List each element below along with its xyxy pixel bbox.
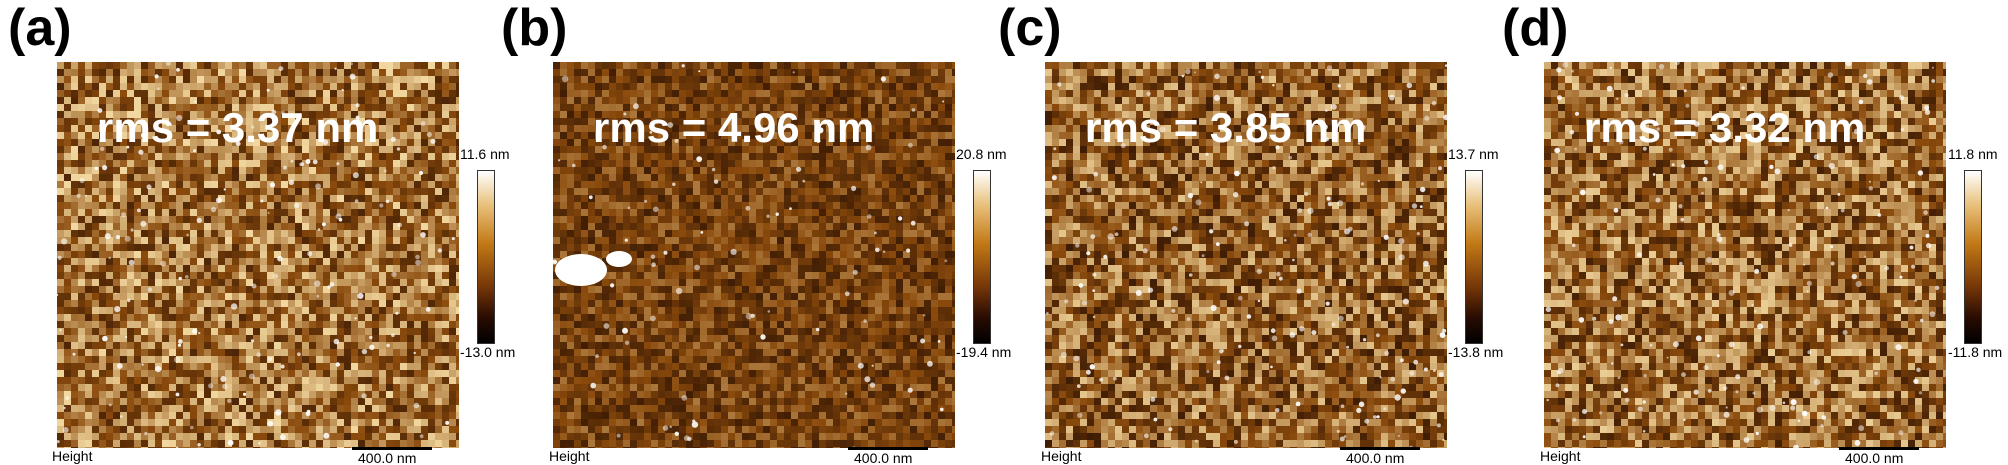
- scale-bar-label: 400.0 nm: [854, 450, 913, 465]
- scale-bar-label: 400.0 nm: [1346, 450, 1405, 465]
- channel-label: Height: [1540, 448, 1581, 464]
- afm-panel-b: (b) rms = 4.96 nm 20.8 nm -19.4 nm Heigh…: [493, 0, 1011, 465]
- rms-annotation: rms = 3.32 nm: [1584, 104, 1866, 151]
- height-colorbar: [1465, 170, 1483, 344]
- panel-label: (a): [8, 0, 72, 57]
- panel-label: (d): [1502, 0, 1569, 57]
- afm-height-image: rms = 3.37 nm: [57, 62, 459, 448]
- afm-panel-a: (a) rms = 3.37 nm 11.6 nm -13.0 nm Heigh…: [0, 0, 515, 465]
- colorbar-max-label: 13.7 nm: [1448, 146, 1499, 162]
- afm-texture: [57, 62, 459, 448]
- afm-panel-d: (d) rms = 3.32 nm 11.8 nm -11.8 nm Heigh…: [1494, 0, 2002, 465]
- colorbar-max-label: 20.8 nm: [956, 146, 1007, 162]
- panel-label: (c): [998, 0, 1062, 57]
- scale-bar: [1340, 447, 1420, 450]
- height-colorbar: [973, 170, 991, 344]
- rms-annotation: rms = 3.85 nm: [1085, 104, 1367, 151]
- afm-panel-c: (c) rms = 3.85 nm 13.7 nm -13.8 nm Heigh…: [990, 0, 1503, 465]
- rms-annotation: rms = 3.37 nm: [97, 104, 379, 151]
- scale-bar: [1839, 447, 1919, 450]
- colorbar-max-label: 11.8 nm: [1948, 146, 1998, 162]
- panel-label: (b): [501, 0, 568, 57]
- channel-label: Height: [1041, 448, 1082, 464]
- afm-texture: [1544, 62, 1946, 448]
- scale-bar: [352, 447, 432, 450]
- colorbar-max-label: 11.6 nm: [460, 146, 510, 162]
- channel-label: Height: [52, 448, 93, 464]
- afm-height-image: rms = 3.32 nm: [1544, 62, 1946, 448]
- afm-texture: [553, 62, 955, 448]
- height-colorbar: [477, 170, 495, 344]
- colorbar-min-label: -13.0 nm: [460, 344, 516, 360]
- scale-bar: [848, 447, 928, 450]
- colorbar-min-label: -19.4 nm: [956, 344, 1012, 360]
- afm-height-image: rms = 4.96 nm: [553, 62, 955, 448]
- afm-texture: [1045, 62, 1447, 448]
- colorbar-min-label: -13.8 nm: [1448, 344, 1504, 360]
- height-colorbar: [1964, 170, 1982, 344]
- colorbar-min-label: -11.8 nm: [1948, 344, 2003, 360]
- afm-height-image: rms = 3.85 nm: [1045, 62, 1447, 448]
- scale-bar-label: 400.0 nm: [1845, 450, 1904, 465]
- channel-label: Height: [549, 448, 590, 464]
- scale-bar-label: 400.0 nm: [358, 450, 417, 465]
- rms-annotation: rms = 4.96 nm: [593, 104, 875, 151]
